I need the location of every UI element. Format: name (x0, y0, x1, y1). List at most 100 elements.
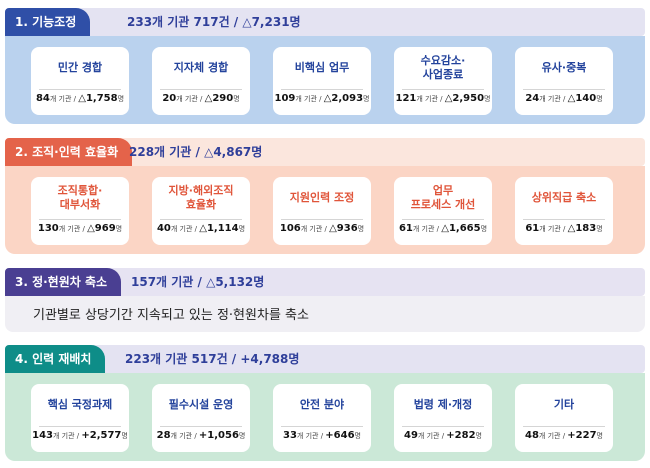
staff-unit: 명 (475, 432, 482, 440)
staff-change: △969 (87, 223, 116, 234)
note-box: 기관별로 상당기간 지속되고 있는 정·현원차를 축소 (5, 296, 645, 332)
agency-unit: 개 기관 / (300, 225, 330, 233)
card-title: 유사·중복 (541, 61, 587, 74)
section-organization-efficiency: 2. 조직·인력 효율화 228개 기관 / △4,867명 조직통합· 대부서… (5, 138, 645, 254)
agency-unit: 개 기관 / (539, 225, 568, 233)
staff-unit: 명 (354, 432, 361, 440)
card-local-gov-competition: 지자체 경합 20개 기관 / △290명 (152, 47, 250, 115)
card-divider (523, 89, 605, 90)
card-title: 수요감소· 사업종료 (420, 54, 466, 81)
agency-count: 84 (35, 93, 50, 104)
card-title: 필수시설 운영 (168, 398, 234, 411)
agency-count: 28 (156, 430, 171, 441)
agency-unit: 개 기관 / (295, 95, 324, 103)
agency-unit: 개 기관 / (49, 95, 79, 103)
card-stat: 24개 기관 / △140명 (515, 93, 613, 104)
staff-unit: 명 (596, 225, 603, 233)
card-divider (281, 219, 363, 220)
agency-count: 143 (32, 430, 54, 441)
staff-change: △140 (567, 93, 597, 104)
card-essential-facilities: 필수시설 운영 28개 기관 / +1,056명 (152, 384, 250, 452)
staff-change: △183 (567, 223, 597, 234)
staff-change: +2,577 (81, 430, 122, 441)
section-summary: 157개 기관 / △5,132명 (131, 275, 265, 289)
section-tab: 1. 기능조정 (5, 8, 91, 36)
agency-unit: 개 기관 / (176, 95, 205, 103)
agency-count: 106 (279, 223, 301, 234)
card-title: 기타 (553, 398, 575, 411)
agency-unit: 개 기관 / (296, 432, 326, 440)
card-stat: 28개 기관 / +1,056명 (152, 430, 250, 441)
card-stat: 109개 기관 / △2,093명 (273, 93, 371, 104)
staff-change: +227 (567, 430, 597, 441)
staff-change: △1,665 (441, 223, 481, 234)
card-divider (160, 219, 242, 220)
staff-unit: 명 (121, 432, 128, 440)
staff-change: △290 (204, 93, 234, 104)
card-core-national-tasks: 핵심 국정과제 143개 기관 / +2,577명 (31, 384, 129, 452)
card-title: 법령 제·개정 (413, 398, 473, 411)
section-summary: 223개 기관 517건 / +4,788명 (125, 352, 300, 366)
card-title: 조직통합· 대부서화 (57, 184, 103, 211)
agency-count: 130 (37, 223, 59, 234)
staff-change: △2,093 (323, 93, 364, 104)
agency-count: 48 (525, 430, 539, 441)
section-tab: 2. 조직·인력 효율화 (5, 138, 133, 166)
agency-count: 20 (162, 93, 177, 104)
section-summary: 228개 기관 / △4,867명 (129, 145, 263, 159)
card-divider (402, 89, 484, 90)
card-divider (523, 219, 605, 220)
agency-unit: 개 기관 / (412, 225, 442, 233)
staff-change: +1,056 (198, 430, 239, 441)
agency-count: 109 (274, 93, 296, 104)
card-row: 조직통합· 대부서화 130개 기관 / △969명 지방·해외조직 효율화 4… (5, 166, 645, 254)
staff-change: △936 (329, 223, 358, 234)
card-safety: 안전 분야 33개 기관 / +646명 (273, 384, 371, 452)
agency-count: 49 (404, 430, 418, 441)
header-bar (5, 8, 645, 36)
staff-unit: 명 (233, 95, 240, 103)
agency-count: 61 (525, 223, 540, 234)
agency-unit: 개 기관 / (417, 432, 447, 440)
card-divider (160, 426, 242, 427)
agency-unit: 개 기관 / (538, 432, 568, 440)
card-stat: 33개 기관 / +646명 (273, 430, 371, 441)
agency-count: 33 (283, 430, 297, 441)
card-title: 민간 경합 (57, 61, 103, 74)
card-non-core-work: 비핵심 업무 109개 기관 / △2,093명 (273, 47, 371, 115)
card-stat: 20개 기관 / △290명 (152, 93, 250, 104)
section-header: 2. 조직·인력 효율화 228개 기관 / △4,867명 (5, 138, 645, 166)
card-stat: 40개 기관 / △1,114명 (152, 223, 250, 234)
card-title: 지방·해외조직 효율화 (168, 184, 234, 211)
card-title: 업무 프로세스 개선 (410, 184, 476, 211)
card-stat: 49개 기관 / +282명 (394, 430, 492, 441)
section-quota-gap-reduction: 3. 정·현원차 축소 157개 기관 / △5,132명 기관별로 상당기간 … (5, 268, 645, 332)
staff-change: △1,114 (199, 223, 239, 234)
card-stat: 121개 기관 / △2,950명 (394, 93, 492, 104)
card-divider (160, 89, 242, 90)
section-tab: 4. 인력 재배치 (5, 345, 106, 373)
card-title: 핵심 국정과제 (47, 398, 113, 411)
staff-unit: 명 (238, 432, 246, 440)
agency-unit: 개 기관 / (416, 95, 445, 103)
card-stat: 84개 기관 / △1,758명 (31, 93, 129, 104)
card-divider (39, 426, 121, 427)
section-note: 기관별로 상당기간 지속되고 있는 정·현원차를 축소 (33, 308, 309, 323)
card-title: 안전 분야 (299, 398, 345, 411)
card-regional-overseas: 지방·해외조직 효율화 40개 기관 / △1,114명 (152, 177, 250, 245)
agency-unit: 개 기관 / (170, 225, 200, 233)
staff-unit: 명 (357, 225, 365, 233)
card-row: 핵심 국정과제 143개 기관 / +2,577명 필수시설 운영 28개 기관… (5, 373, 645, 461)
card-divider (281, 89, 363, 90)
staff-unit: 명 (363, 95, 370, 103)
staff-unit: 명 (238, 225, 246, 233)
card-duplication: 유사·중복 24개 기관 / △140명 (515, 47, 613, 115)
agency-count: 24 (525, 93, 540, 104)
card-title: 지자체 경합 (173, 61, 229, 74)
agency-count: 121 (395, 93, 417, 104)
card-stat: 106개 기관 / △936명 (273, 223, 371, 234)
card-divider (39, 89, 121, 90)
section-header: 1. 기능조정 233개 기관 717건 / △7,231명 (5, 8, 645, 36)
agency-unit: 개 기관 / (53, 432, 82, 440)
card-stat: 130개 기관 / △969명 (31, 223, 129, 234)
